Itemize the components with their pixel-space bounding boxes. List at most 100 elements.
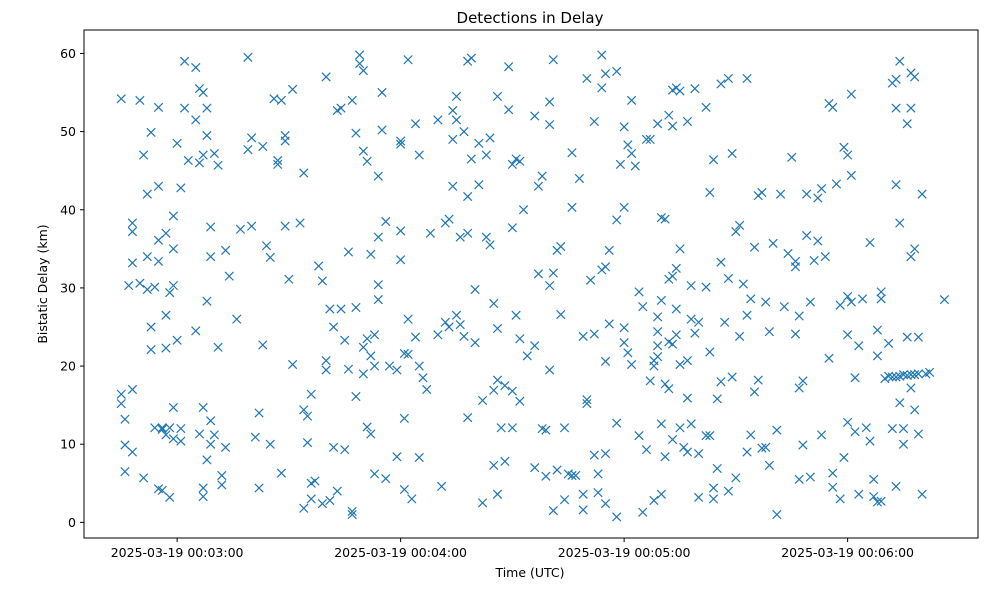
data-point <box>600 69 611 79</box>
data-point <box>355 58 365 69</box>
data-point <box>660 379 670 389</box>
data-point <box>589 116 599 127</box>
data-point <box>336 304 346 314</box>
data-point <box>358 342 368 352</box>
data-point <box>336 103 346 113</box>
data-point <box>396 139 406 149</box>
data-point <box>489 460 499 470</box>
data-point <box>373 232 383 242</box>
data-point <box>746 430 756 440</box>
data-point <box>362 156 372 166</box>
data-point <box>619 337 629 348</box>
data-point <box>470 284 480 295</box>
data-point <box>172 138 182 148</box>
data-point <box>593 488 603 498</box>
data-point <box>191 115 201 125</box>
data-point <box>667 121 678 131</box>
data-point <box>682 355 693 366</box>
data-point <box>258 340 268 350</box>
data-point <box>898 439 909 449</box>
data-point <box>116 398 126 409</box>
data-point <box>463 413 473 423</box>
data-point <box>410 332 421 342</box>
data-point <box>641 445 652 455</box>
data-point <box>604 245 614 256</box>
data-point <box>843 417 853 427</box>
data-point <box>634 430 644 441</box>
data-point <box>191 326 201 336</box>
data-point <box>206 439 216 449</box>
data-point <box>805 297 815 307</box>
data-point <box>176 423 186 434</box>
data-point <box>816 184 827 194</box>
data-point <box>414 150 424 160</box>
data-point <box>757 187 767 198</box>
data-point <box>153 181 164 191</box>
data-point <box>667 434 678 445</box>
data-point <box>865 237 875 248</box>
data-point <box>340 445 350 455</box>
y-tick-label: 10 <box>60 437 76 452</box>
data-point <box>168 211 179 221</box>
data-point <box>846 170 856 180</box>
data-point <box>843 150 853 160</box>
data-point <box>574 173 585 184</box>
data-point <box>500 456 510 467</box>
data-point <box>276 468 287 478</box>
data-point <box>455 320 465 330</box>
data-point <box>325 304 335 314</box>
data-point <box>220 442 231 452</box>
data-point <box>232 314 242 324</box>
data-point <box>671 330 681 340</box>
data-point <box>396 226 406 236</box>
data-point <box>206 416 216 426</box>
data-point <box>194 429 205 439</box>
data-point <box>939 295 950 305</box>
data-point <box>522 351 532 361</box>
data-point <box>127 227 138 237</box>
data-point <box>656 489 666 499</box>
data-point <box>511 310 521 320</box>
data-point <box>202 103 212 113</box>
data-point <box>470 337 480 348</box>
data-point <box>243 144 253 155</box>
data-point <box>135 95 145 105</box>
data-point <box>600 448 611 459</box>
data-point <box>917 189 927 199</box>
data-point <box>619 122 629 132</box>
data-point <box>545 280 555 291</box>
data-point <box>451 115 462 125</box>
data-point <box>425 228 436 238</box>
data-point <box>127 447 138 457</box>
data-point <box>667 271 678 281</box>
data-point <box>694 448 704 459</box>
data-point <box>135 278 145 288</box>
data-point <box>198 87 208 98</box>
x-tick-label: 2025-03-19 00:05:00 <box>558 545 691 560</box>
data-point <box>220 245 231 256</box>
data-point <box>157 424 167 434</box>
data-point <box>317 276 328 286</box>
data-point <box>138 473 149 483</box>
data-point <box>142 252 152 262</box>
data-point <box>623 348 633 358</box>
data-point <box>589 329 599 339</box>
data-point <box>369 361 380 371</box>
data-point <box>835 300 845 310</box>
data-point <box>463 191 473 202</box>
data-point <box>548 268 558 278</box>
data-point <box>645 376 655 386</box>
data-point <box>302 411 313 421</box>
data-point <box>202 455 212 465</box>
data-point <box>887 372 897 382</box>
data-point <box>649 361 659 371</box>
data-point <box>600 356 611 366</box>
data-point <box>671 263 681 273</box>
data-point <box>612 66 622 77</box>
data-point <box>179 56 190 66</box>
data-point <box>887 423 897 434</box>
data-point <box>273 155 283 166</box>
data-point <box>466 154 477 164</box>
data-point <box>604 319 614 329</box>
data-point <box>466 53 477 63</box>
